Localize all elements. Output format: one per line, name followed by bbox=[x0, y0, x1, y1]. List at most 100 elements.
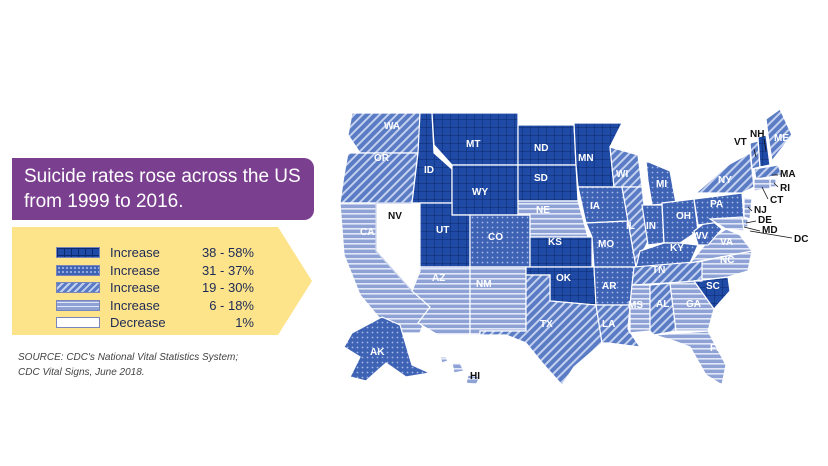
state-label-AK: AK bbox=[370, 347, 385, 358]
state-OH bbox=[661, 198, 699, 244]
state-label-MD: MD bbox=[762, 225, 778, 236]
legend-range: 19 - 30% bbox=[201, 280, 254, 296]
legend-label: Increase bbox=[110, 262, 160, 278]
state-MA bbox=[753, 164, 783, 180]
legend-swatch bbox=[56, 247, 100, 259]
state-label-WA: WA bbox=[384, 121, 400, 132]
source-line-2: CDC Vital Signs, June 2018. bbox=[18, 367, 145, 378]
state-label-AR: AR bbox=[602, 281, 617, 292]
state-CT bbox=[753, 178, 771, 192]
state-label-NV: NV bbox=[388, 211, 402, 222]
state-NY bbox=[694, 152, 755, 194]
legend: Increase 38 - 58% Increase 31 - 37% Increase… bbox=[56, 244, 254, 332]
state-NJ bbox=[743, 196, 753, 220]
legend-label: Increase bbox=[110, 297, 160, 313]
state-label-ME: ME bbox=[774, 133, 789, 144]
state-label-NC: NC bbox=[720, 255, 734, 266]
legend-swatch bbox=[56, 299, 100, 311]
title-banner: Suicide rates rose across the US from 19… bbox=[12, 158, 314, 220]
state-WI bbox=[609, 146, 643, 188]
legend-label: Increase bbox=[110, 280, 160, 296]
state-label-KS: KS bbox=[548, 237, 562, 248]
state-label-GA: GA bbox=[686, 299, 701, 310]
state-RI bbox=[769, 178, 777, 188]
state-label-AZ: AZ bbox=[432, 273, 445, 284]
map-title: Suicide rates rose across the US from 19… bbox=[24, 166, 301, 212]
legend-range: 6 - 18% bbox=[209, 297, 254, 313]
leader-lines bbox=[743, 138, 793, 239]
state-label-CO: CO bbox=[488, 232, 503, 243]
state-label-WI: WI bbox=[616, 169, 628, 180]
state-label-NM: NM bbox=[476, 279, 492, 290]
state-label-MS: MS bbox=[628, 300, 643, 311]
legend-label: Increase bbox=[110, 245, 160, 261]
state-label-PA: PA bbox=[710, 199, 723, 210]
state-label-TN: TN bbox=[652, 265, 665, 276]
legend-swatch bbox=[56, 317, 100, 329]
legend-row: Increase 6 - 18% bbox=[56, 297, 254, 315]
state-label-MI: MI bbox=[656, 179, 667, 190]
source-note: SOURCE: CDC's National Vital Statistics … bbox=[18, 350, 238, 380]
state-label-IL: IL bbox=[626, 221, 635, 232]
state-label-DC: DC bbox=[794, 234, 808, 245]
state-label-MT: MT bbox=[466, 139, 480, 150]
state-label-MA: MA bbox=[780, 169, 796, 180]
state-label-NE: NE bbox=[536, 205, 550, 216]
state-FL bbox=[653, 330, 727, 385]
state-label-MO: MO bbox=[598, 239, 614, 250]
legend-row: Increase 19 - 30% bbox=[56, 279, 254, 297]
state-label-UT: UT bbox=[436, 225, 449, 236]
legend-range: 1% bbox=[235, 315, 254, 331]
state-ME bbox=[765, 108, 793, 163]
state-label-OK: OK bbox=[556, 273, 572, 284]
state-label-SC: SC bbox=[706, 281, 720, 292]
legend-range: 31 - 37% bbox=[201, 262, 254, 278]
state-WA bbox=[347, 112, 421, 154]
state-label-WY: WY bbox=[472, 187, 488, 198]
state-NH bbox=[757, 134, 771, 168]
state-label-NY: NY bbox=[718, 175, 732, 186]
state-NM bbox=[469, 266, 527, 336]
state-GA bbox=[669, 280, 715, 332]
legend-row: Increase 31 - 37% bbox=[56, 262, 254, 280]
legend-row: Decrease 1% bbox=[56, 314, 254, 332]
state-label-ID: ID bbox=[424, 165, 434, 176]
legend-swatch bbox=[56, 282, 100, 294]
state-label-DE: DE bbox=[758, 215, 772, 226]
state-label-OH: OH bbox=[676, 211, 691, 222]
state-label-IN: IN bbox=[646, 221, 656, 232]
state-label-HI: HI bbox=[470, 371, 480, 382]
state-label-VT: VT bbox=[734, 137, 747, 148]
legend-range: 38 - 58% bbox=[201, 245, 254, 261]
us-map: WA OR CA NV ID MT WY UT CO AZ NM ND SD N… bbox=[339, 108, 808, 385]
state-label-SD: SD bbox=[534, 173, 548, 184]
legend-row: Increase 38 - 58% bbox=[56, 244, 254, 262]
source-line-1: SOURCE: CDC's National Vital Statistics … bbox=[18, 352, 239, 363]
state-MS bbox=[629, 284, 651, 334]
state-TX bbox=[479, 274, 603, 385]
legend-label: Decrease bbox=[110, 315, 166, 331]
state-AL bbox=[649, 282, 677, 336]
state-MD bbox=[708, 216, 745, 232]
state-label-NH: NH bbox=[750, 129, 764, 140]
state-AK bbox=[343, 316, 433, 382]
state-label-ND: ND bbox=[534, 143, 548, 154]
state-label-KY: KY bbox=[670, 243, 684, 254]
state-label-WV: WV bbox=[692, 231, 708, 242]
state-IA bbox=[577, 186, 629, 224]
state-label-VA: VA bbox=[720, 237, 733, 248]
legend-swatch bbox=[56, 264, 100, 276]
state-label-OR: OR bbox=[374, 153, 390, 164]
state-label-CT: CT bbox=[770, 195, 783, 206]
state-label-RI: RI bbox=[780, 183, 790, 194]
state-HI bbox=[439, 356, 481, 385]
state-label-MN: MN bbox=[578, 153, 594, 164]
state-label-AL: AL bbox=[656, 299, 669, 310]
state-label-CA: CA bbox=[360, 227, 374, 238]
state-label-LA: LA bbox=[602, 319, 615, 330]
state-label-TX: TX bbox=[540, 319, 553, 330]
state-label-IA: IA bbox=[590, 201, 600, 212]
state-label-NJ: NJ bbox=[754, 205, 767, 216]
state-label-FL: FL bbox=[710, 343, 722, 354]
state-SD bbox=[517, 164, 579, 202]
